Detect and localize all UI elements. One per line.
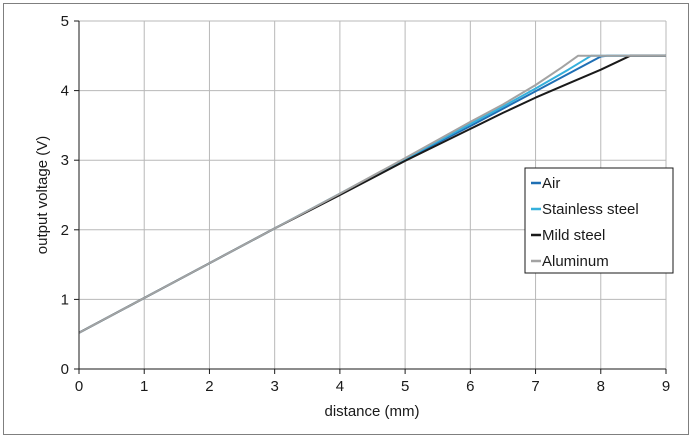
x-tick-label: 0: [75, 378, 83, 395]
x-axis-title: distance (mm): [324, 403, 419, 420]
legend-label-mild-steel: Mild steel: [542, 227, 605, 244]
legend: Air Stainless steel Mild steel Aluminum: [524, 167, 674, 274]
x-tick-label: 4: [336, 378, 344, 395]
x-tick-label: 3: [270, 378, 278, 395]
legend-label-air: Air: [542, 175, 560, 192]
y-axis-title: output voltage (V): [34, 136, 51, 254]
series-lines: [78, 54, 666, 334]
legend-label-stainless-steel: Stainless steel: [542, 201, 639, 218]
x-tick-label: 2: [205, 378, 213, 395]
x-tick-label: 9: [662, 378, 670, 395]
x-tick-label: 8: [597, 378, 605, 395]
x-tick-labels: 0 1 2 3 4 5 6 7 8 9: [75, 378, 670, 395]
y-tick-label: 0: [61, 361, 69, 378]
y-tick-labels: 0 1 2 3 4 5: [61, 13, 69, 378]
y-tick-label: 3: [61, 152, 69, 169]
axes: [74, 20, 667, 374]
series-line-aluminum: [78, 54, 666, 334]
x-tick-label: 5: [401, 378, 409, 395]
y-tick-label: 5: [61, 13, 69, 30]
x-tick-label: 1: [140, 378, 148, 395]
x-tick-label: 7: [531, 378, 539, 395]
x-tick-label: 6: [466, 378, 474, 395]
y-tick-label: 4: [61, 83, 69, 100]
y-tick-label: 1: [61, 291, 69, 308]
legend-label-aluminum: Aluminum: [542, 253, 609, 270]
y-tick-label: 2: [61, 222, 69, 239]
legend-box: [524, 167, 674, 274]
